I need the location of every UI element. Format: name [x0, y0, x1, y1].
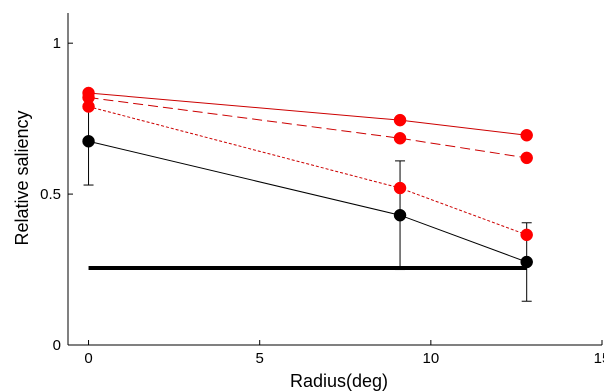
x-tick-label: 5 [256, 350, 264, 367]
data-point-series-4 [82, 135, 95, 148]
series-line-2 [88, 97, 527, 159]
data-point-series-1 [520, 128, 533, 142]
series-line-3 [88, 106, 527, 236]
data-point-series-3 [393, 181, 407, 195]
y-tick-label: 1 [53, 35, 61, 52]
x-axis-label: Radius(deg) [290, 371, 388, 391]
y-axis-label: Relative saliency [12, 110, 32, 245]
data-point-series-4 [520, 255, 533, 269]
y-tick-label: 0 [53, 337, 61, 354]
markers-layer [82, 86, 533, 269]
data-point-series-2 [393, 132, 407, 145]
data-point-series-3 [82, 100, 95, 113]
x-tick-label: 0 [84, 350, 92, 367]
x-tick-label: 10 [423, 350, 440, 367]
data-point-series-3 [520, 228, 533, 242]
y-tick-label: 0.5 [40, 186, 61, 203]
x-tick-label: 15 [594, 350, 604, 367]
series-layer [88, 92, 527, 263]
data-point-series-4 [393, 208, 407, 222]
series-line-1 [88, 92, 527, 136]
data-point-series-1 [393, 113, 407, 127]
axes [67, 13, 603, 346]
tick-labels-layer: 0 5 10 15 0 0.5 1 [40, 35, 604, 367]
data-point-series-2 [520, 151, 533, 165]
series-line-4 [88, 140, 527, 263]
